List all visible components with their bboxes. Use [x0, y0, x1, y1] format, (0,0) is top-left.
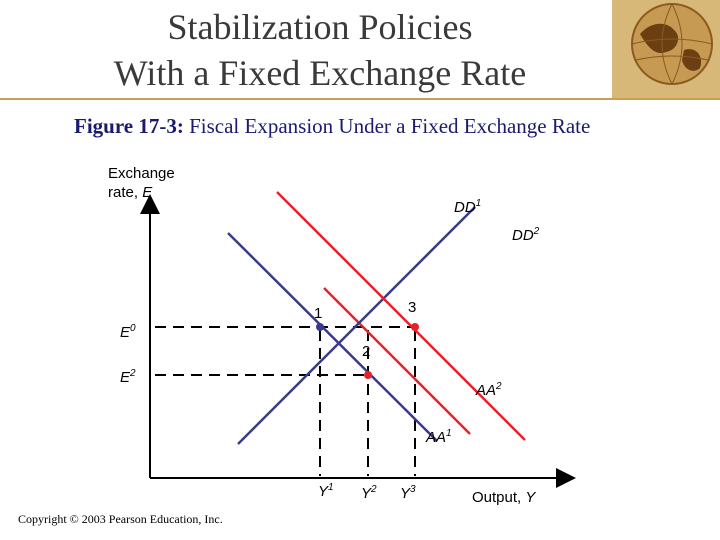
- title-line-2: With a Fixed Exchange Rate: [113, 53, 527, 93]
- figure-caption-text: Fiscal Expansion Under a Fixed Exchange …: [183, 114, 591, 138]
- point-2-label: 2: [362, 343, 370, 360]
- title-divider: [0, 98, 720, 100]
- figure-caption: Figure 17-3: Fiscal Expansion Under a Fi…: [74, 114, 714, 139]
- globe-icon: [612, 0, 720, 98]
- y3-label: Y3: [400, 484, 416, 502]
- title-line-1: Stabilization Policies: [167, 7, 473, 47]
- slide-title: Stabilization Policies With a Fixed Exch…: [0, 4, 640, 96]
- dd2-label: DD2: [512, 226, 540, 244]
- point-1-label: 1: [314, 305, 322, 322]
- y1-label: Y1: [318, 482, 334, 500]
- point-3-label: 3: [408, 299, 416, 316]
- x-axis-label-prefix: Output,: [472, 489, 525, 506]
- e0-label: E0: [120, 323, 136, 341]
- y2-label: Y2: [361, 484, 377, 502]
- copyright-notice: Copyright © 2003 Pearson Education, Inc.: [18, 512, 223, 526]
- e2-label: E2: [120, 368, 136, 386]
- dd1-curve: [237, 206, 476, 445]
- x-axis-label-var: Y: [525, 489, 536, 506]
- dd1-label: DD1: [454, 198, 481, 216]
- y-axis-label-var: E: [142, 184, 153, 201]
- aa2-curve: [323, 287, 471, 435]
- dd2-curve: [276, 191, 526, 441]
- y-axis-label-line-1: Exchange: [108, 165, 175, 182]
- point-1-marker: [316, 323, 324, 331]
- y-axis-label-line-2: rate, E: [108, 184, 153, 201]
- aa1-curve: [227, 232, 438, 442]
- aa1-label: AA1: [425, 428, 452, 446]
- y-axis-label-prefix: rate,: [108, 184, 142, 201]
- point-2-marker: [364, 371, 372, 379]
- aa2-label: AA2: [475, 381, 502, 399]
- figure-number: Figure 17-3:: [74, 114, 184, 138]
- point-3-marker: [411, 323, 419, 331]
- x-axis-label: Output, Y: [472, 489, 536, 506]
